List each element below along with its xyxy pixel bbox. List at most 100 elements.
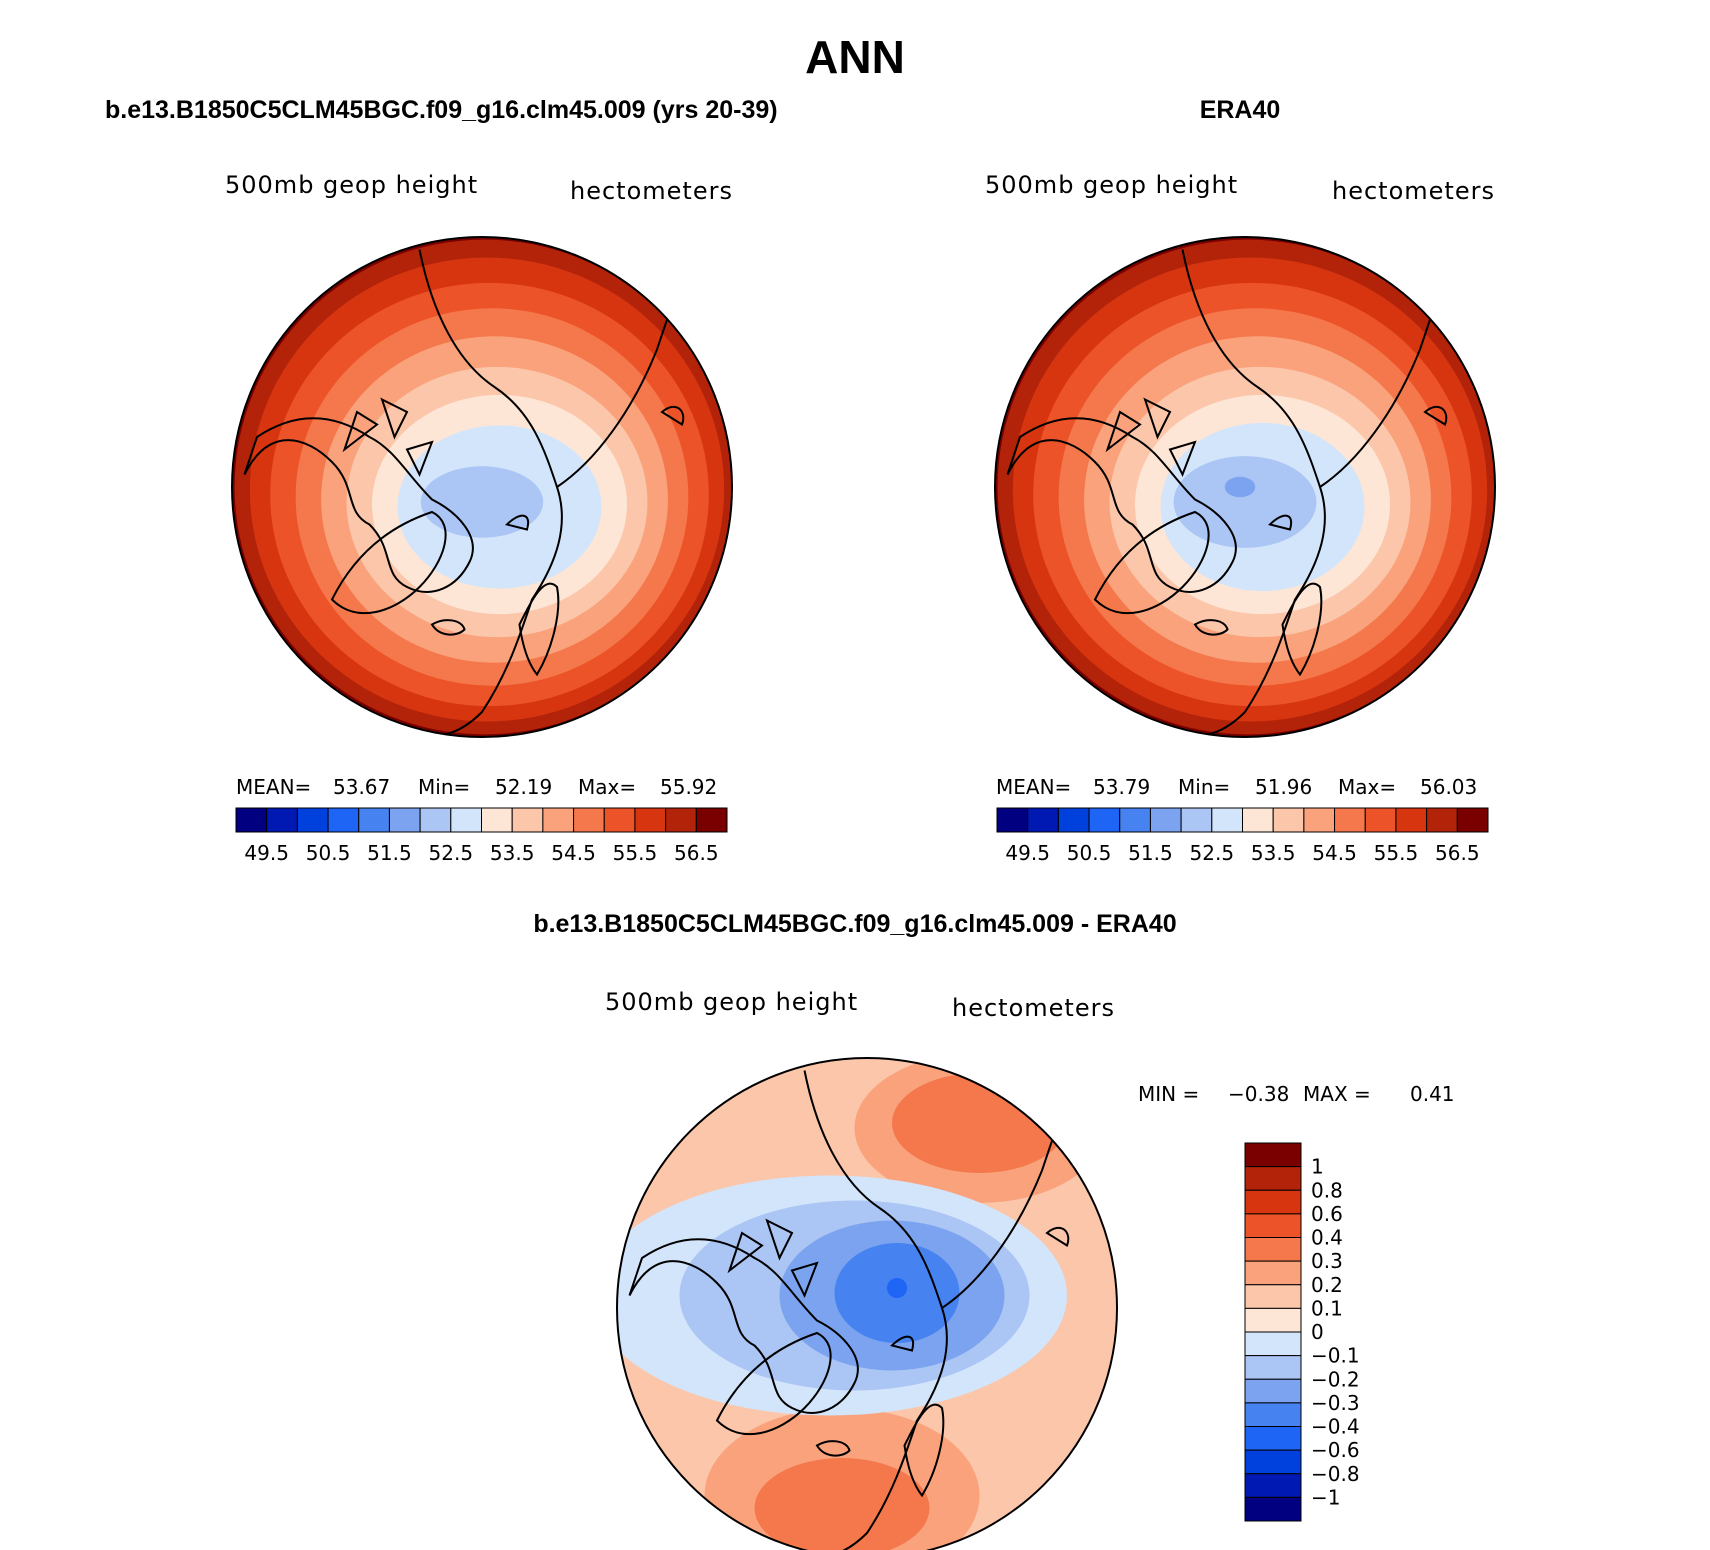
cb-diff-tick-4: 0.3 (1311, 1249, 1343, 1273)
cb-obs-tick-3: 52.5 (1190, 841, 1235, 865)
cb-model-swatch-11 (573, 807, 605, 833)
cb-model-tick-7: 56.5 (674, 841, 719, 865)
cb-model-swatch-4 (358, 807, 390, 833)
cb-model-tick-3: 52.5 (429, 841, 474, 865)
cb-obs-swatch-10 (1303, 807, 1336, 833)
cb-obs-swatch-11 (1334, 807, 1366, 833)
cb-model-tick-6: 55.5 (613, 841, 658, 865)
obs-map (995, 237, 1495, 737)
obs-panel-title: ERA40 (1199, 96, 1281, 124)
cb-diff-swatch-7 (1244, 1307, 1302, 1333)
cb-diff-tick-7: 0 (1311, 1320, 1324, 1344)
cb-model-tick-0: 49.5 (244, 841, 289, 865)
cb-obs-tick-1: 50.5 (1067, 841, 1112, 865)
cb-diff-tick-6: 0.1 (1311, 1296, 1343, 1320)
cb-diff-swatch-13 (1244, 1449, 1302, 1475)
cb-model-tick-1: 50.5 (306, 841, 351, 865)
cb-obs-swatch-3 (1088, 807, 1121, 833)
cb-obs-swatch-14 (1426, 807, 1458, 833)
diff-contour-band-9 (887, 1278, 907, 1298)
diff-panel-title: b.e13.B1850C5CLM45BGC.f09_g16.clm45.009 … (533, 910, 1177, 938)
model-mean-label: MEAN= (236, 775, 312, 799)
model-colorbar: 49.5 50.5 51.5 52.5 53.5 54.5 55.5 56.5 (235, 807, 728, 865)
cb-obs-swatch-15 (1456, 807, 1489, 833)
cb-obs-swatch-6 (1180, 807, 1213, 833)
diff-min-label: MIN = (1138, 1082, 1200, 1106)
cb-diff-swatch-9 (1244, 1355, 1302, 1380)
cb-obs-tick-2: 51.5 (1128, 841, 1173, 865)
model-panel-title: b.e13.B1850C5CLM45BGC.f09_g16.clm45.009 … (105, 96, 778, 124)
cb-model-swatch-14 (665, 807, 697, 833)
obs-contour-band-9 (1173, 456, 1317, 548)
diff-map (617, 1058, 1117, 1550)
obs-max-label: Max= (1338, 775, 1397, 799)
cb-diff-tick-13: −0.8 (1311, 1462, 1360, 1486)
cb-model-tick-2: 51.5 (367, 841, 412, 865)
cb-model-swatch-10 (542, 807, 575, 833)
diff-map-border (616, 1057, 1118, 1550)
cb-model-swatch-8 (481, 807, 513, 833)
cb-obs-tick-6: 55.5 (1374, 841, 1419, 865)
cb-diff-swatch-15 (1244, 1496, 1302, 1522)
cb-diff-tick-12: −0.6 (1311, 1438, 1360, 1462)
cb-obs-swatch-8 (1242, 807, 1274, 833)
cb-diff-swatch-4 (1244, 1237, 1302, 1262)
model-max-value: 55.92 (660, 775, 718, 799)
cb-model-swatch-0 (235, 807, 268, 833)
diff-contour-band-4 (754, 1458, 930, 1550)
diff-contour-band-3 (892, 1073, 1067, 1173)
model-units-label: hectometers (570, 177, 733, 205)
model-mean-value: 53.67 (333, 775, 391, 799)
obs-contour-band-10 (1224, 476, 1256, 498)
figure-title: ANN (805, 31, 905, 83)
cb-model-swatch-1 (266, 807, 298, 833)
cb-obs-tick-0: 49.5 (1005, 841, 1050, 865)
obs-units-label: hectometers (1332, 177, 1495, 205)
cb-diff-swatch-14 (1244, 1473, 1302, 1498)
model-max-label: Max= (578, 775, 637, 799)
obs-min-value: 51.96 (1255, 775, 1313, 799)
cb-diff-tick-8: −0.1 (1311, 1344, 1360, 1368)
cb-diff-swatch-11 (1244, 1402, 1302, 1427)
cb-obs-tick-7: 56.5 (1435, 841, 1480, 865)
obs-max-value: 56.03 (1420, 775, 1478, 799)
cb-model-tick-5: 54.5 (551, 841, 596, 865)
model-field-label: 500mb geop height (225, 171, 479, 199)
cb-model-swatch-12 (603, 807, 636, 833)
cb-model-swatch-3 (327, 807, 360, 833)
cb-diff-tick-14: −1 (1311, 1485, 1340, 1509)
cb-obs-swatch-2 (1057, 807, 1090, 833)
obs-min-label: Min= (1178, 775, 1231, 799)
cb-obs-swatch-12 (1364, 807, 1397, 833)
diff-colorbar: 10.80.60.40.30.20.10−0.1−0.2−0.3−0.4−0.6… (1244, 1142, 1360, 1522)
model-map-border (231, 236, 733, 738)
cb-obs-swatch-5 (1149, 807, 1182, 833)
cb-model-swatch-13 (634, 807, 667, 833)
cb-diff-swatch-8 (1244, 1331, 1302, 1357)
cb-model-swatch-9 (511, 807, 544, 833)
diff-units-label: hectometers (952, 994, 1115, 1022)
cb-diff-tick-10: −0.3 (1311, 1391, 1360, 1415)
cb-model-swatch-7 (450, 807, 482, 833)
cb-diff-tick-1: 0.8 (1311, 1178, 1343, 1202)
cb-diff-swatch-3 (1244, 1213, 1302, 1238)
cb-diff-swatch-5 (1244, 1260, 1302, 1286)
cb-obs-swatch-9 (1272, 807, 1305, 833)
cb-model-tick-4: 53.5 (490, 841, 535, 865)
cb-diff-tick-5: 0.2 (1311, 1273, 1343, 1297)
cb-diff-swatch-10 (1244, 1378, 1302, 1404)
diff-field-label: 500mb geop height (605, 988, 859, 1016)
cb-model-swatch-6 (419, 807, 452, 833)
cb-diff-tick-9: −0.2 (1311, 1367, 1360, 1391)
cb-diff-tick-11: −0.4 (1311, 1415, 1360, 1439)
model-map (232, 237, 732, 737)
cb-model-swatch-2 (296, 807, 329, 833)
cb-obs-swatch-4 (1119, 807, 1151, 833)
model-contour-band-9 (420, 466, 544, 538)
diff-max-value: 0.41 (1410, 1082, 1455, 1106)
obs-map-border (994, 236, 1496, 738)
cb-diff-swatch-1 (1244, 1166, 1302, 1191)
obs-field-label: 500mb geop height (985, 171, 1239, 199)
cb-diff-swatch-6 (1244, 1284, 1302, 1309)
